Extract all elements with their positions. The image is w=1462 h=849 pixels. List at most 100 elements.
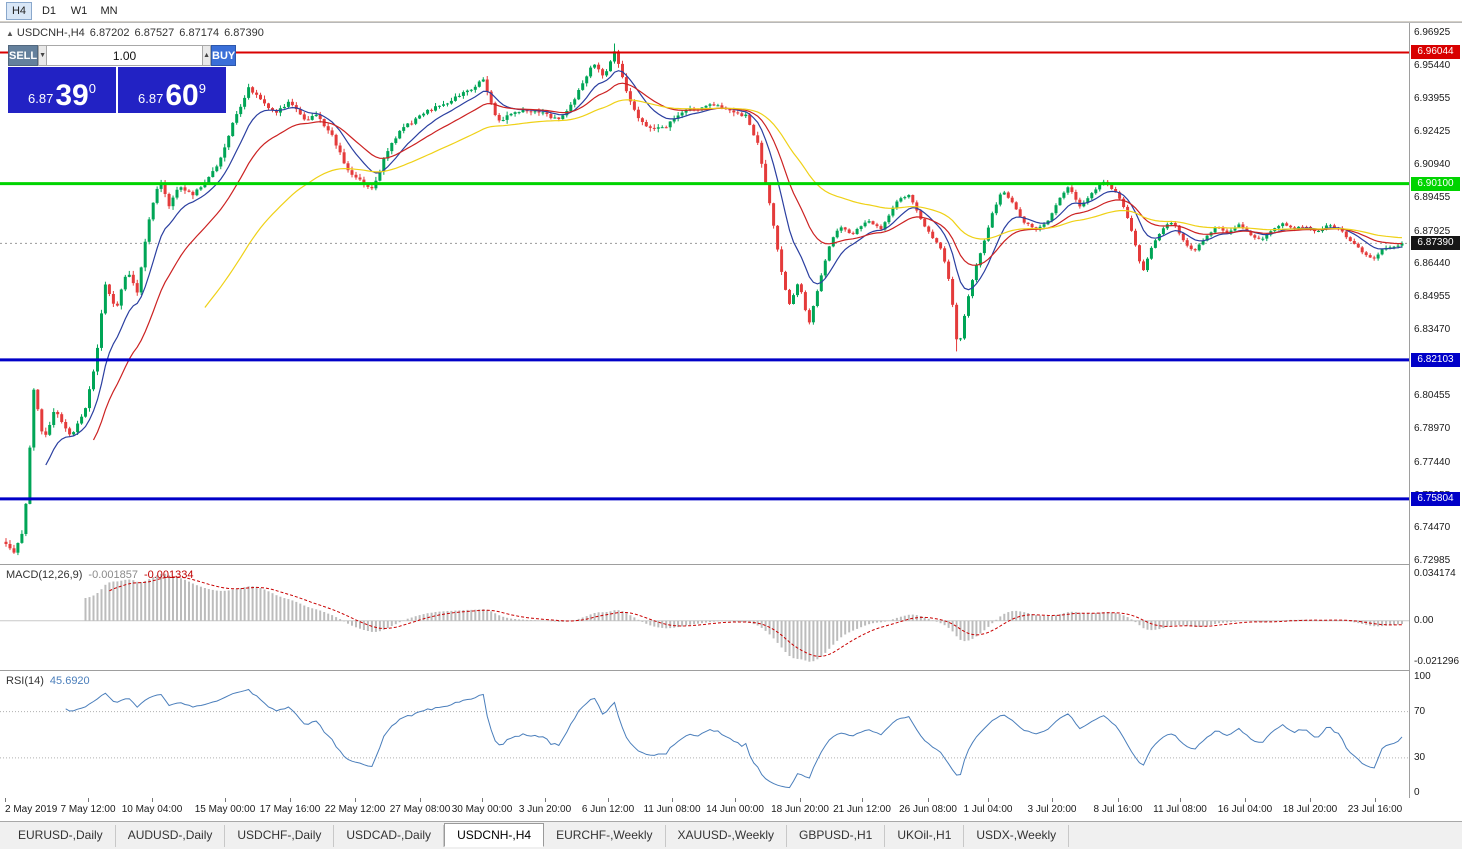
time-tick-mark [608,798,609,802]
macd-axis-zero: 0.00 [1414,615,1434,626]
time-label: 18 Jun 20:00 [771,804,829,815]
sell-price-button[interactable]: 6.87 39 0 [8,67,116,113]
price-tick: 6.83470 [1414,324,1451,335]
price-tick: 6.72985 [1414,555,1451,566]
time-label: 16 Jul 04:00 [1217,804,1273,815]
time-label: 6 Jun 12:00 [581,804,635,815]
time-label: 1 Jul 04:00 [963,804,1013,815]
macd-indicator-label: MACD(12,26,9) -0.001857 -0.001334 [6,569,194,581]
tab-eurchf-weekly[interactable]: EURCHF-,Weekly [544,825,666,847]
macd-panel[interactable] [0,565,1409,670]
time-tick-mark [1310,798,1311,802]
rsi-name: RSI(14) [6,675,44,687]
price-tick: 6.87925 [1414,226,1451,237]
moving-average-22 [92,82,1403,441]
time-label: 18 Jul 20:00 [1282,804,1338,815]
time-label: 27 May 08:00 [389,804,451,815]
time-axis[interactable]: 2 May 2019 7 May 12:00 10 May 04:00 15 May … [0,798,1462,822]
sell-button[interactable]: SELL [8,45,39,66]
time-tick-mark [735,798,736,802]
tab-gbpusd-h1[interactable]: GBPUSD-,H1 [787,825,886,847]
rsi-value: 45.6920 [49,675,90,687]
time-tick-mark [152,798,153,802]
price-chart[interactable] [0,23,1409,564]
tab-audusd-daily[interactable]: AUDUSD-,Daily [116,825,226,847]
time-tick-mark [928,798,929,802]
price-tick: 6.74470 [1414,522,1451,533]
time-label: 11 Jun 08:00 [643,804,701,815]
time-label: 17 May 16:00 [259,804,321,815]
buy-price-button[interactable]: 6.87 60 9 [118,67,226,113]
rsi-axis-0: 0 [1414,787,1420,798]
time-label: 10 May 04:00 [121,804,183,815]
tab-usdcad-daily[interactable]: USDCAD-,Daily [334,825,445,847]
tab-xauusd-weekly[interactable]: XAUUSD-,Weekly [666,825,787,847]
volume-input[interactable] [47,45,203,66]
tab-usdcnh-h4[interactable]: USDCNH-,H4 [444,823,545,847]
price-tick: 6.80455 [1414,390,1451,401]
timeframe-h4-button[interactable]: H4 [6,1,32,20]
ohlc-high: 6.87527 [134,27,175,39]
time-tick-mark [672,798,673,802]
time-label: 22 May 12:00 [324,804,386,815]
ohlc-low: 6.87174 [179,27,220,39]
time-tick-mark [862,798,863,802]
moving-average-10 [45,70,1403,466]
price-tick: 6.77440 [1414,457,1451,468]
timeframe-d1-button[interactable]: D1 [41,4,57,17]
buy-price-base: 6.87 [138,91,164,106]
macd-pane-divider[interactable] [0,564,1462,565]
time-label: 15 May 00:00 [194,804,256,815]
tab-usdchf-daily[interactable]: USDCHF-,Daily [225,825,335,847]
hline-price-badge: 6.75804 [1411,492,1460,506]
price-tick: 6.95440 [1414,60,1451,71]
buy-button[interactable]: BUY [211,45,237,66]
ohlc-close: 6.87390 [224,27,264,39]
time-label: 23 Jul 16:00 [1347,804,1403,815]
chart-window: ▲ USDCNH-,H4 6.87202 6.87527 6.87174 6.87390 … [0,22,1462,822]
buy-price-pips: 60 [165,79,199,112]
macd-name: MACD(12,26,9) [6,569,83,581]
time-label: 14 Jun 00:00 [706,804,764,815]
bottom-strip [0,847,1462,849]
time-tick-mark [988,798,989,802]
collapse-panel-icon[interactable]: ▲ [6,29,14,38]
time-tick-mark [1052,798,1053,802]
macd-signal-value: -0.001334 [143,569,194,581]
time-tick-mark [1375,798,1376,802]
buy-price-point: 9 [198,81,206,96]
macd-axis-min: -0.021296 [1414,656,1460,667]
symbol-tab-bar: EURUSD-,Daily AUDUSD-,Daily USDCHF-,Daily U… [0,821,1462,847]
rsi-line [65,688,1403,789]
ohlc-open: 6.87202 [89,27,130,39]
current-price-badge: 6.87390 [1411,236,1460,250]
tab-eurusd-daily[interactable]: EURUSD-,Daily [6,825,116,847]
time-tick-mark [800,798,801,802]
timeframe-mn-button[interactable]: MN [100,4,118,17]
price-tick: 6.78970 [1414,423,1451,434]
time-label: 8 Jul 16:00 [1093,804,1143,815]
moving-average-50 [204,99,1403,308]
timeframe-w1-button[interactable]: W1 [70,4,88,17]
rsi-pane-divider[interactable] [0,670,1462,671]
price-tick: 6.96925 [1414,27,1451,38]
volume-increase-icon[interactable]: ▲ [202,45,211,66]
tab-ukoil-h1[interactable]: UKOil-,H1 [885,825,965,847]
time-tick-mark [1118,798,1119,802]
time-tick-mark [482,798,483,802]
chart-symbol-period: USDCNH-,H4 [16,27,85,39]
price-tick: 6.93955 [1414,93,1451,104]
rsi-axis-100: 100 [1414,671,1431,682]
time-label: 26 Jun 08:00 [899,804,957,815]
rsi-panel[interactable] [0,671,1409,798]
hline-price-badge: 6.82103 [1411,353,1460,367]
time-tick-mark [5,798,6,802]
time-label: 11 Jul 08:00 [1153,804,1207,815]
tab-usdx-weekly[interactable]: USDX-,Weekly [964,825,1070,847]
price-axis[interactable]: 6.96925 6.95440 6.93955 6.92425 6.90940 6.894… [1410,23,1462,798]
macd-main-value: -0.001857 [88,569,138,581]
time-tick-mark [225,798,226,802]
volume-decrease-icon[interactable]: ▼ [38,45,48,66]
price-tick: 6.84955 [1414,291,1451,302]
price-axis-separator [1409,23,1410,798]
